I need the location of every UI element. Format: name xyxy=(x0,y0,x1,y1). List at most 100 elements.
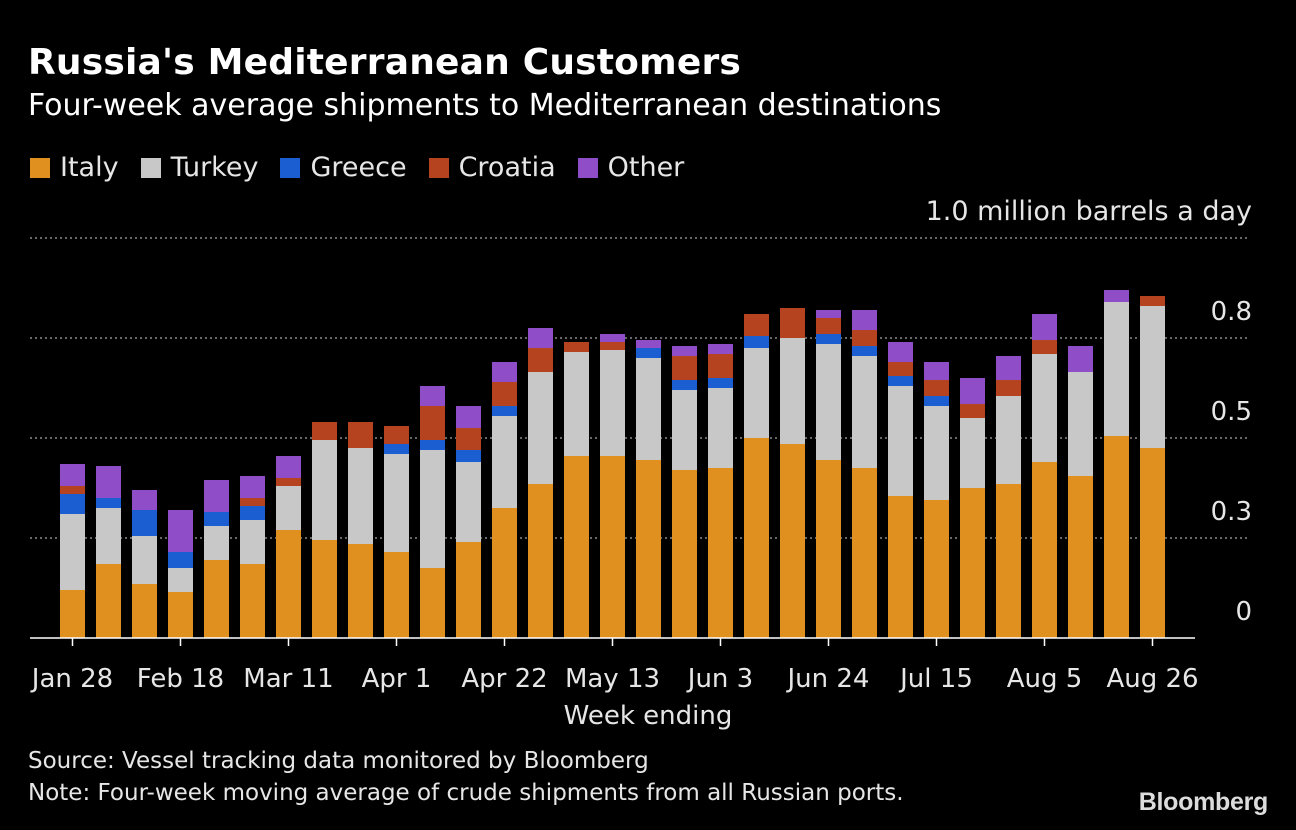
bar-segment-turkey xyxy=(600,350,625,456)
x-tick-label: Apr 1 xyxy=(362,664,432,694)
bar-segment-croatia xyxy=(312,422,337,440)
bar-segment-turkey xyxy=(384,454,409,552)
x-tick-label: May 13 xyxy=(565,664,660,694)
bar-segment-other xyxy=(1032,314,1057,340)
bar-segment-turkey xyxy=(312,440,337,540)
bar-segment-croatia xyxy=(348,422,373,448)
bar-segment-turkey xyxy=(96,508,121,564)
bar-segment-croatia xyxy=(708,354,733,378)
bar-segment-turkey xyxy=(780,338,805,444)
bar-segment-italy xyxy=(672,470,697,638)
bar-segment-turkey xyxy=(132,536,157,584)
y-tick-label: 0.3 xyxy=(1211,497,1252,527)
bar-segment-greece xyxy=(168,552,193,568)
bar-segment-other xyxy=(1068,346,1093,372)
legend-label-other: Other xyxy=(607,152,685,183)
bar-segment-greece xyxy=(384,444,409,454)
bar-segment-croatia xyxy=(456,428,481,450)
bar-segment-italy xyxy=(204,560,229,638)
legend-item-italy: Italy xyxy=(30,152,119,183)
bar-segment-other xyxy=(420,386,445,406)
y-tick-label: 0 xyxy=(1235,597,1252,627)
bar-segment-other xyxy=(924,362,949,380)
chart-title: Russia's Mediterranean Customers xyxy=(28,42,742,83)
bar-segment-greece xyxy=(60,494,85,514)
bar-segment-italy xyxy=(420,568,445,638)
bar-segment-turkey xyxy=(996,396,1021,484)
bar-segment-other xyxy=(204,480,229,512)
bar-segment-croatia xyxy=(528,348,553,372)
bar-segment-turkey xyxy=(924,406,949,500)
legend-item-other: Other xyxy=(577,152,685,183)
bar-segment-turkey xyxy=(456,462,481,542)
x-tick-label: Aug 5 xyxy=(1007,664,1083,694)
bar-segment-turkey xyxy=(816,344,841,460)
bar-segment-turkey xyxy=(1068,372,1093,476)
methodology-note: Note: Four-week moving average of crude … xyxy=(28,780,904,806)
legend-item-turkey: Turkey xyxy=(140,152,258,183)
bar-segment-croatia xyxy=(672,356,697,380)
bar-segment-turkey xyxy=(60,514,85,590)
legend-label-croatia: Croatia xyxy=(458,152,556,183)
bar-segment-croatia xyxy=(600,342,625,350)
bar-segment-other xyxy=(1104,290,1129,302)
legend-item-greece: Greece xyxy=(280,152,407,183)
bar-segment-italy xyxy=(168,592,193,638)
bar-segment-greece xyxy=(744,336,769,348)
legend-swatch-italy xyxy=(30,157,50,178)
x-tick-label: Jul 15 xyxy=(898,664,973,694)
bar-segment-turkey xyxy=(960,418,985,488)
bar-segment-italy xyxy=(636,460,661,638)
bar-segment-croatia xyxy=(60,486,85,494)
bar-segment-turkey xyxy=(528,372,553,484)
bar-segment-italy xyxy=(384,552,409,638)
bar-segment-italy xyxy=(960,488,985,638)
x-tick-label: Jun 24 xyxy=(786,664,870,694)
bar-segment-other xyxy=(708,344,733,354)
bar-segment-italy xyxy=(312,540,337,638)
bar-segment-turkey xyxy=(1140,306,1165,448)
legend-swatch-croatia xyxy=(428,157,449,178)
bar-segment-greece xyxy=(636,348,661,358)
bar-segment-other xyxy=(852,310,877,330)
bar-segment-other xyxy=(96,466,121,498)
bloomberg-logo: Bloomberg xyxy=(1138,788,1269,816)
bar-segment-italy xyxy=(276,530,301,638)
legend: Italy Turkey Greece Croatia Other xyxy=(30,152,706,183)
bar-segment-greece xyxy=(456,450,481,462)
bar-segment-greece xyxy=(924,396,949,406)
bar-segment-other xyxy=(276,456,301,478)
bar-segment-greece xyxy=(240,506,265,520)
bar-segment-turkey xyxy=(420,450,445,568)
bar-segment-italy xyxy=(132,584,157,638)
bar-segment-turkey xyxy=(204,526,229,560)
bar-segment-other xyxy=(240,476,265,498)
bar-segment-italy xyxy=(1140,448,1165,638)
bar-segment-italy xyxy=(456,542,481,638)
bar-segment-greece xyxy=(492,406,517,416)
bar-segment-greece xyxy=(708,378,733,388)
bar-segment-italy xyxy=(528,484,553,638)
bar-segment-other xyxy=(888,342,913,362)
bar-segment-italy xyxy=(780,444,805,638)
bar-segment-italy xyxy=(600,456,625,638)
bar-segment-italy xyxy=(888,496,913,638)
x-tick-label: Jan 28 xyxy=(30,664,113,694)
bar-segment-italy xyxy=(924,500,949,638)
bar-segment-italy xyxy=(816,460,841,638)
bar-segment-italy xyxy=(96,564,121,638)
bar-segment-italy xyxy=(1068,476,1093,638)
bar-segment-italy xyxy=(852,468,877,638)
bar-segment-croatia xyxy=(816,318,841,334)
bar-segment-croatia xyxy=(888,362,913,376)
bar-segment-italy xyxy=(1104,436,1129,638)
bar-segment-croatia xyxy=(1140,296,1165,306)
bar-segment-croatia xyxy=(276,478,301,486)
x-tick-label: Mar 11 xyxy=(243,664,333,694)
bar-segment-croatia xyxy=(744,314,769,336)
bar-segment-other xyxy=(528,328,553,348)
bar-segment-croatia xyxy=(960,404,985,418)
legend-label-greece: Greece xyxy=(310,152,407,183)
bar-segment-other xyxy=(132,490,157,510)
bar-segment-other xyxy=(456,406,481,428)
